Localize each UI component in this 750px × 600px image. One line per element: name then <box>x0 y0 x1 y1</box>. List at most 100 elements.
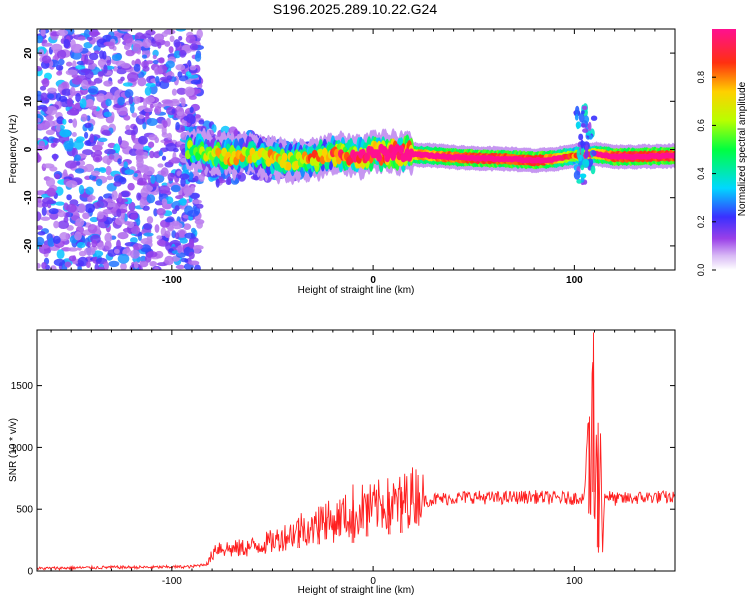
heatmap-noise-blob <box>120 191 130 198</box>
heatmap-noise-blob <box>154 224 160 233</box>
heatmap-noise-blob <box>124 169 135 175</box>
heatmap-noise-blob <box>194 53 202 62</box>
heatmap-noise-blob <box>101 129 111 136</box>
heatmap-noise-blob <box>143 107 153 113</box>
heatmap-noise-blob <box>64 261 72 268</box>
heatmap-noise-blob <box>164 40 171 47</box>
heatmap-noise-blob <box>135 149 145 156</box>
heatmap-noise-blob <box>149 103 154 109</box>
heatmap-noise-blob <box>158 65 163 75</box>
heatmap-scatter-blob <box>198 119 205 125</box>
heatmap-noise-blob <box>71 132 77 137</box>
heatmap-noise-blob <box>142 121 147 130</box>
heatmap-spike-blob <box>578 133 584 141</box>
heatmap-noise-blob <box>47 87 57 94</box>
spectrogram-ylabel: Frequency (Hz) <box>8 115 19 184</box>
heatmap-spike-blob <box>574 114 579 121</box>
heatmap-noise-blob <box>86 241 91 248</box>
heatmap-noise-blob <box>40 92 48 101</box>
heatmap-noise-blob <box>61 88 72 96</box>
x-tick-label: -100 <box>162 576 182 587</box>
heatmap-noise-blob <box>119 29 132 32</box>
heatmap-scatter-blob <box>230 177 239 185</box>
heatmap-noise-blob <box>104 232 113 243</box>
heatmap-noise-blob <box>153 151 161 159</box>
heatmap-noise-blob <box>97 211 104 220</box>
heatmap-noise-blob <box>133 172 138 178</box>
heatmap-noise-blob <box>75 218 85 227</box>
heatmap-noise-blob <box>128 96 134 105</box>
heatmap-noise-blob <box>104 148 116 155</box>
heatmap-noise-blob <box>164 230 171 238</box>
heatmap-noise-blob <box>99 168 107 173</box>
heatmap-noise-blob <box>156 235 163 240</box>
heatmap-noise-blob <box>82 59 95 65</box>
heatmap-noise-blob <box>97 242 105 250</box>
heatmap-noise-blob <box>190 79 202 85</box>
heatmap-noise-blob <box>189 65 197 71</box>
heatmap-noise-blob <box>66 194 72 201</box>
colorbar-label: Normalized spectral amplitude <box>737 81 748 216</box>
heatmap-spike-blob <box>580 139 584 149</box>
heatmap-noise-blob <box>144 86 152 96</box>
heatmap-scatter-blob <box>186 113 195 124</box>
heatmap-noise-blob <box>89 52 99 61</box>
heatmap-noise-blob <box>196 221 204 229</box>
heatmap-noise-blob <box>136 217 141 226</box>
heatmap-noise-blob <box>84 70 94 79</box>
heatmap-noise-blob <box>183 187 193 197</box>
heatmap-noise-blob <box>86 261 91 268</box>
heatmap-noise-blob <box>77 256 89 267</box>
heatmap-noise-blob <box>56 124 61 133</box>
heatmap-noise-blob <box>132 43 142 54</box>
heatmap-noise-blob <box>183 223 192 231</box>
heatmap-spike-blob <box>576 122 580 130</box>
heatmap-noise-blob <box>194 264 201 270</box>
heatmap-noise-blob <box>152 103 164 108</box>
heatmap-noise-blob <box>37 236 45 246</box>
snr-spike <box>588 416 591 514</box>
heatmap-noise-blob <box>37 35 43 44</box>
heatmap-noise-blob <box>89 133 95 143</box>
heatmap-noise-blob <box>67 97 73 108</box>
heatmap-noise-blob <box>145 96 156 103</box>
heatmap-noise-blob <box>37 211 42 222</box>
heatmap-noise-blob <box>56 70 63 76</box>
heatmap-noise-blob <box>116 239 121 250</box>
heatmap-noise-blob <box>108 260 120 268</box>
heatmap-noise-blob <box>117 232 129 240</box>
heatmap-noise-blob <box>79 98 87 109</box>
heatmap-noise-blob <box>55 201 65 206</box>
heatmap-noise-blob <box>167 172 175 182</box>
heatmap-noise-blob <box>164 218 174 223</box>
heatmap-noise-blob <box>138 135 148 145</box>
heatmap-noise-blob <box>99 50 105 59</box>
heatmap-noise-blob <box>76 136 85 143</box>
heatmap-noise-blob <box>66 203 77 213</box>
heatmap-noise-blob <box>46 187 56 197</box>
heatmap-noise-blob <box>173 50 181 59</box>
heatmap-noise-blob <box>37 66 42 72</box>
heatmap-noise-blob <box>170 184 181 193</box>
heatmap-noise-blob <box>87 197 93 203</box>
heatmap-noise-blob <box>187 210 199 217</box>
heatmap-noise-blob <box>47 93 55 100</box>
heatmap-noise-blob <box>169 35 175 43</box>
heatmap-noise-blob <box>141 54 148 59</box>
heatmap-noise-blob <box>56 29 69 36</box>
heatmap-noise-blob <box>165 142 177 152</box>
heatmap-spike-blob <box>591 150 597 157</box>
spectrogram-xlabel: Height of straight line (km) <box>298 285 415 296</box>
y-tick-label: -10 <box>23 190 34 205</box>
heatmap-noise-blob <box>129 104 135 114</box>
heatmap-noise-blob <box>103 80 113 87</box>
heatmap-noise-blob <box>154 250 164 259</box>
heatmap-spike-blob <box>573 170 581 180</box>
heatmap-noise-blob <box>188 95 197 100</box>
heatmap-noise-blob <box>69 86 76 97</box>
heatmap-noise-blob <box>71 51 82 60</box>
heatmap-noise-blob <box>62 118 67 125</box>
heatmap-noise-blob <box>175 195 184 200</box>
heatmap-noise-blob <box>106 202 115 208</box>
heatmap-noise-blob <box>96 178 103 187</box>
